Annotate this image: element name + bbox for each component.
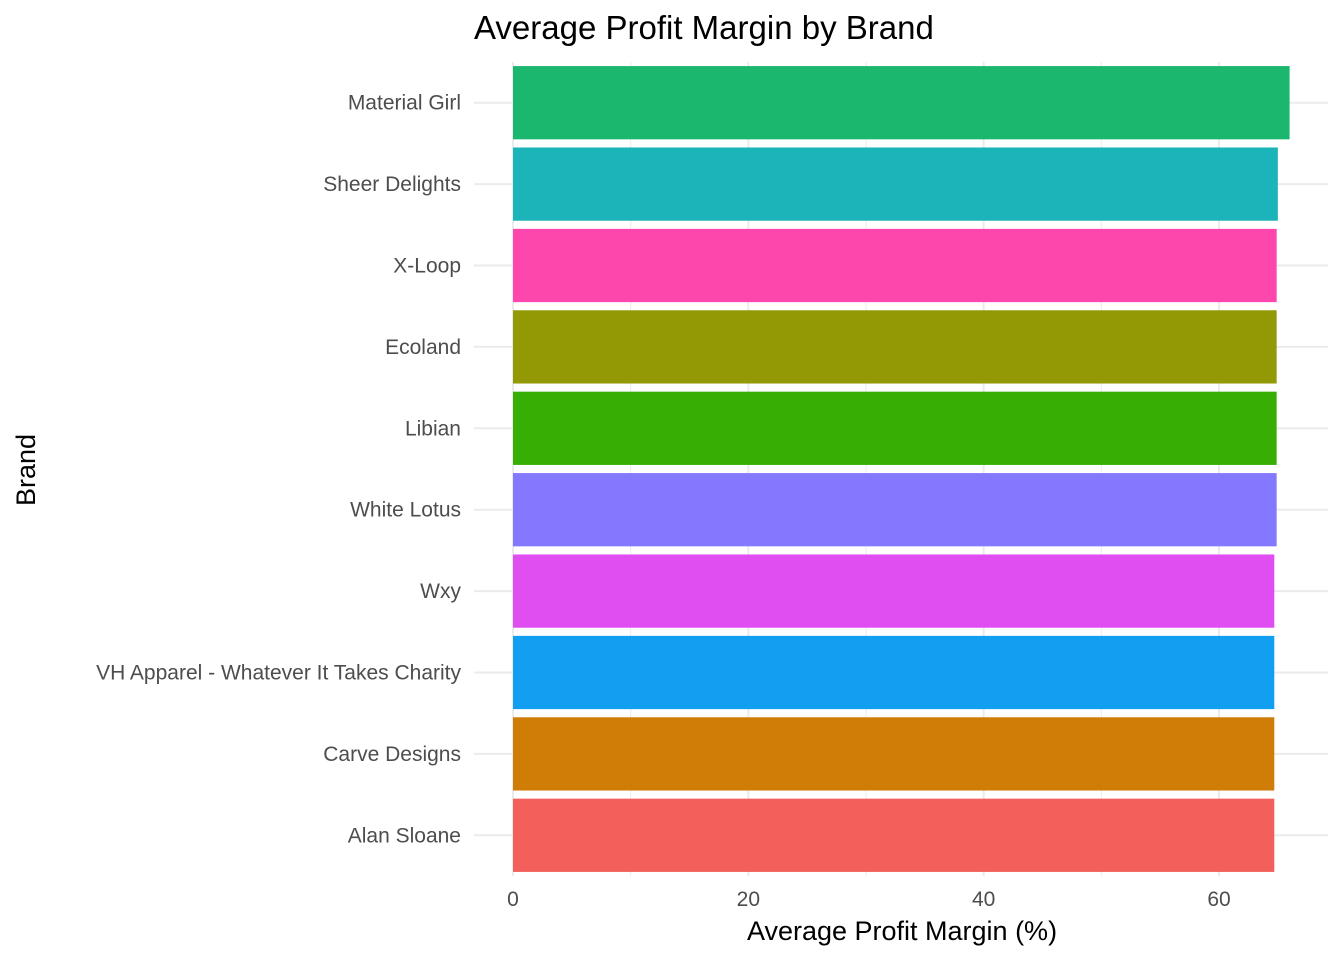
bar-vh-apparel-whatever-it-takes-charity <box>513 635 1275 710</box>
bar-sheer-delights <box>513 147 1278 221</box>
bar-carve-designs <box>513 717 1275 791</box>
y-tick-label: Ecoland <box>385 336 461 359</box>
bar-x-loop <box>513 228 1277 303</box>
x-axis-title: Average Profit Margin (%) <box>747 916 1057 946</box>
bar-ecoland <box>513 310 1277 384</box>
y-tick-label: VH Apparel - Whatever It Takes Charity <box>96 662 461 685</box>
y-tick-label: Sheer Delights <box>323 173 461 196</box>
x-tick-label: 20 <box>737 888 760 911</box>
bar-material-girl <box>513 66 1290 140</box>
bars <box>513 66 1290 872</box>
y-tick-label: X-Loop <box>393 255 461 278</box>
x-tick-label: 60 <box>1207 888 1230 911</box>
x-tick-label: 40 <box>972 888 995 911</box>
bar-libian <box>513 391 1277 465</box>
bar-wxy <box>513 554 1275 628</box>
y-tick-label: Libian <box>405 417 461 440</box>
bar-white-lotus <box>513 473 1277 547</box>
x-tick-labels: 0 20 40 60 <box>507 888 1231 911</box>
y-axis-title: Brand <box>11 434 41 506</box>
y-tick-label: Carve Designs <box>323 743 461 766</box>
y-tick-label: Material Girl <box>348 92 461 115</box>
bar-alan-sloane <box>513 798 1275 872</box>
y-tick-label: Wxy <box>420 580 461 603</box>
chart-title: Average Profit Margin by Brand <box>474 9 934 46</box>
y-tick-labels: Material Girl Sheer Delights X-Loop Ecoland… <box>96 92 461 848</box>
y-tick-label: Alan Sloane <box>348 824 461 847</box>
y-tick-label: White Lotus <box>350 499 461 522</box>
x-tick-label: 0 <box>507 888 519 911</box>
